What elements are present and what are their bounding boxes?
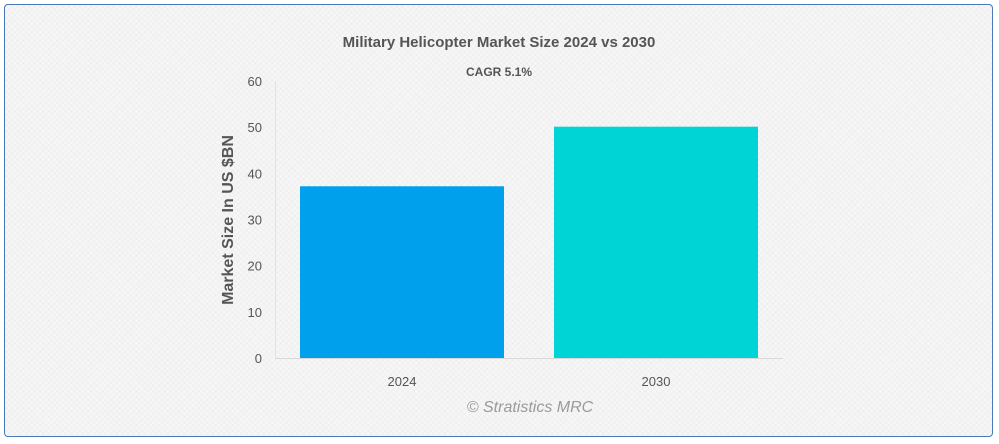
y-tick-label: 30 xyxy=(248,213,262,228)
watermark-text: © Stratistics MRC xyxy=(467,399,594,416)
x-tick-label: 2030 xyxy=(642,374,671,389)
chart-subtitle: CAGR 5.1% xyxy=(466,65,532,79)
y-axis-label: Market Size In US $BN xyxy=(220,135,237,305)
y-tick-label: 10 xyxy=(248,305,262,320)
bar-2030 xyxy=(554,126,758,358)
y-axis-ticks: 0 10 20 30 40 50 60 xyxy=(248,74,262,366)
bars xyxy=(300,126,758,358)
y-tick-label: 20 xyxy=(248,259,262,274)
x-axis-ticks: 2024 2030 xyxy=(388,374,671,389)
x-tick-label: 2024 xyxy=(388,374,417,389)
y-tick-label: 50 xyxy=(248,120,262,135)
y-tick-label: 0 xyxy=(255,351,262,366)
y-tick-label: 60 xyxy=(248,74,262,89)
bar-2024 xyxy=(300,186,504,358)
chart-title: Military Helicopter Market Size 2024 vs … xyxy=(343,34,656,51)
y-tick-label: 40 xyxy=(248,166,262,181)
